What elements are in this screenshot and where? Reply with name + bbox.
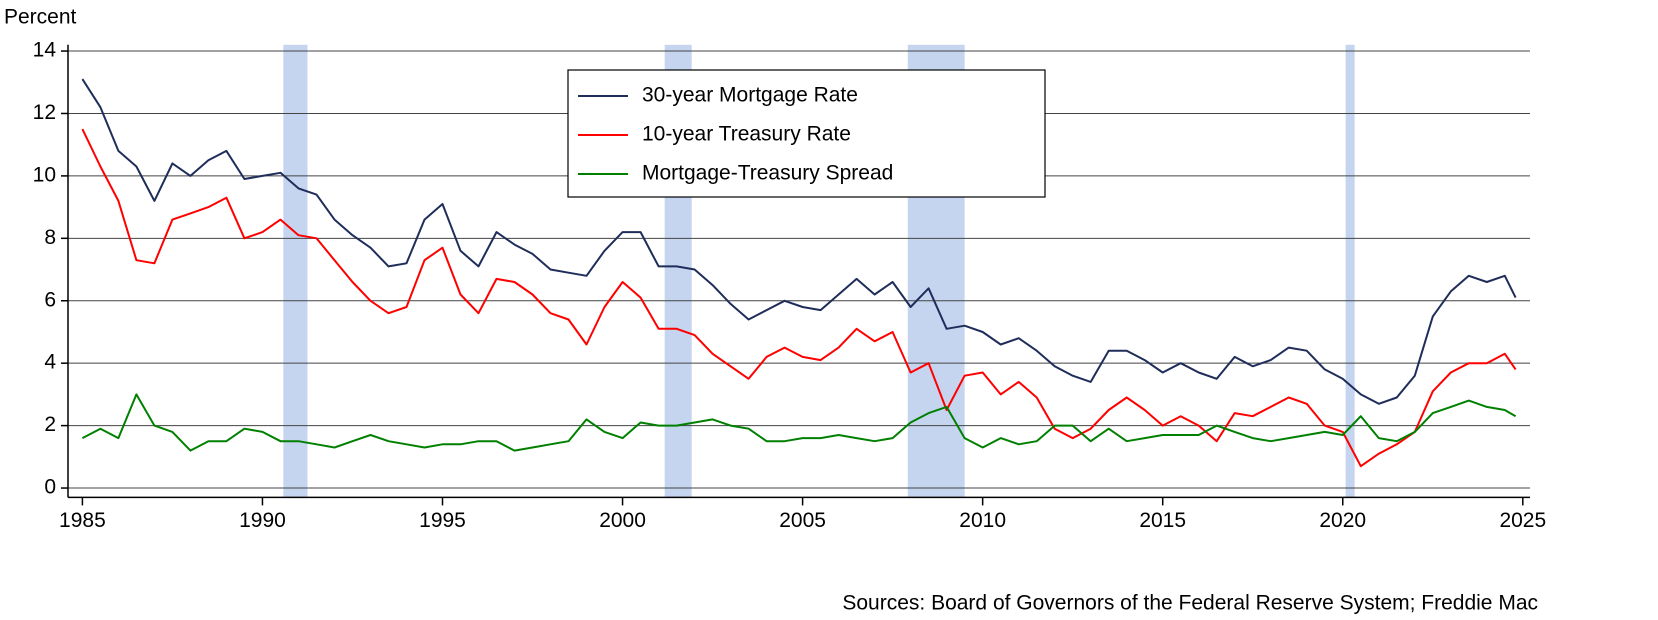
recession-band bbox=[283, 44, 308, 498]
y-tick-label: 0 bbox=[44, 476, 56, 499]
data-line bbox=[81, 393, 1517, 452]
x-tick-label: 2005 bbox=[779, 509, 826, 532]
x-tick-label: 1990 bbox=[239, 509, 286, 532]
x-tick-label: 2025 bbox=[1499, 509, 1546, 532]
y-tick-label: 2 bbox=[44, 413, 56, 436]
data-line bbox=[81, 128, 1517, 468]
x-tick-label: 2020 bbox=[1319, 509, 1366, 532]
source-note: Sources: Board of Governors of the Feder… bbox=[842, 592, 1538, 615]
recession-band bbox=[1345, 44, 1355, 498]
y-tick-label: 8 bbox=[44, 226, 56, 249]
x-tick-label: 1985 bbox=[59, 509, 106, 532]
x-tick-label: 2000 bbox=[599, 509, 646, 532]
x-tick-label: 2015 bbox=[1139, 509, 1186, 532]
y-tick-label: 12 bbox=[33, 101, 56, 124]
legend-label: 30-year Mortgage Rate bbox=[642, 84, 858, 107]
legend-label: 10-year Treasury Rate bbox=[642, 123, 851, 146]
y-tick-label: 4 bbox=[44, 351, 56, 374]
y-tick-label: 10 bbox=[33, 163, 56, 186]
x-tick-label: 1995 bbox=[419, 509, 466, 532]
y-tick-label: 14 bbox=[33, 39, 57, 62]
y-axis-label: Percent bbox=[4, 6, 77, 29]
data-line bbox=[81, 78, 1517, 405]
y-tick-label: 6 bbox=[44, 288, 56, 311]
x-tick-label: 2010 bbox=[959, 509, 1006, 532]
legend-box bbox=[567, 69, 1046, 198]
legend-label: Mortgage-Treasury Spread bbox=[642, 162, 893, 185]
